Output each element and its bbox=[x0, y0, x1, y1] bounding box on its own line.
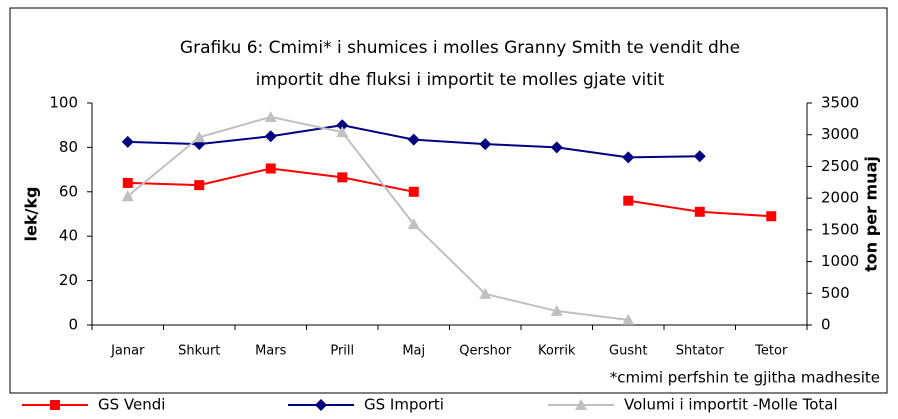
x-tick-label: Tetor bbox=[754, 344, 788, 359]
y2-tick-label: 500 bbox=[821, 284, 850, 302]
y2-tick-label: 0 bbox=[821, 316, 831, 334]
chart-border bbox=[9, 7, 888, 394]
marker bbox=[407, 218, 420, 230]
legend-marker bbox=[315, 399, 327, 411]
legend-label: GS Importi bbox=[364, 396, 444, 414]
y-tick-label: 80 bbox=[59, 138, 78, 156]
x-tick-label: Maj bbox=[402, 344, 425, 359]
marker bbox=[193, 131, 206, 143]
chart-title-line: Grafiku 6: Cmimi* i shumices i molles Gr… bbox=[180, 38, 740, 58]
marker bbox=[408, 186, 419, 197]
x-tick-label: Qershor bbox=[459, 344, 512, 359]
legend-marker bbox=[575, 399, 587, 410]
marker bbox=[550, 305, 563, 317]
y2-tick-label: 2000 bbox=[821, 189, 859, 207]
x-tick-label: Shkurt bbox=[178, 344, 220, 359]
legend-marker bbox=[50, 400, 60, 410]
marker bbox=[265, 163, 276, 174]
y-tick-label: 100 bbox=[49, 94, 78, 112]
marker bbox=[337, 172, 348, 183]
marker bbox=[622, 313, 635, 325]
y2-tick-label: 3000 bbox=[821, 125, 859, 143]
y2-tick-label: 1000 bbox=[821, 252, 859, 270]
series-line bbox=[127, 167, 772, 218]
x-tick-label: Prill bbox=[330, 344, 354, 359]
legend-label: GS Vendi bbox=[98, 396, 165, 414]
marker bbox=[479, 138, 492, 151]
y-axis-label: lek/kg bbox=[22, 187, 41, 242]
marker bbox=[121, 135, 134, 148]
chart-title-line: importit dhe fluksi i importit te molles… bbox=[256, 70, 665, 90]
marker bbox=[550, 141, 563, 154]
marker bbox=[121, 190, 134, 202]
y-tick-label: 0 bbox=[68, 316, 78, 334]
marker bbox=[336, 126, 349, 138]
y2-tick-label: 3500 bbox=[821, 94, 859, 112]
x-tick-label: Janar bbox=[110, 344, 145, 359]
marker bbox=[623, 195, 634, 206]
marker bbox=[264, 130, 277, 143]
x-tick-label: Gusht bbox=[609, 344, 647, 359]
marker bbox=[336, 119, 349, 132]
y2-tick-label: 1500 bbox=[821, 220, 859, 238]
footnote: *cmimi perfshin te gjitha madhesite bbox=[610, 369, 880, 387]
y2-tick-label: 2500 bbox=[821, 157, 859, 175]
y2-axis-label: ton per muaj bbox=[862, 156, 881, 272]
marker bbox=[122, 177, 133, 188]
marker bbox=[407, 133, 420, 146]
y-tick-label: 40 bbox=[59, 227, 78, 245]
marker bbox=[694, 206, 705, 217]
marker bbox=[693, 150, 706, 163]
marker bbox=[622, 151, 635, 164]
marker bbox=[194, 180, 205, 191]
marker bbox=[766, 211, 777, 222]
marker bbox=[264, 110, 277, 122]
marker bbox=[479, 287, 492, 299]
series-line bbox=[127, 115, 629, 321]
x-tick-label: Korrik bbox=[538, 344, 576, 359]
x-tick-label: Mars bbox=[255, 344, 287, 359]
x-tick-label: Shtator bbox=[676, 344, 725, 359]
y-tick-label: 20 bbox=[59, 271, 78, 289]
legend-label: Volumi i importit -Molle Total bbox=[624, 396, 838, 414]
y-tick-label: 60 bbox=[59, 182, 78, 200]
